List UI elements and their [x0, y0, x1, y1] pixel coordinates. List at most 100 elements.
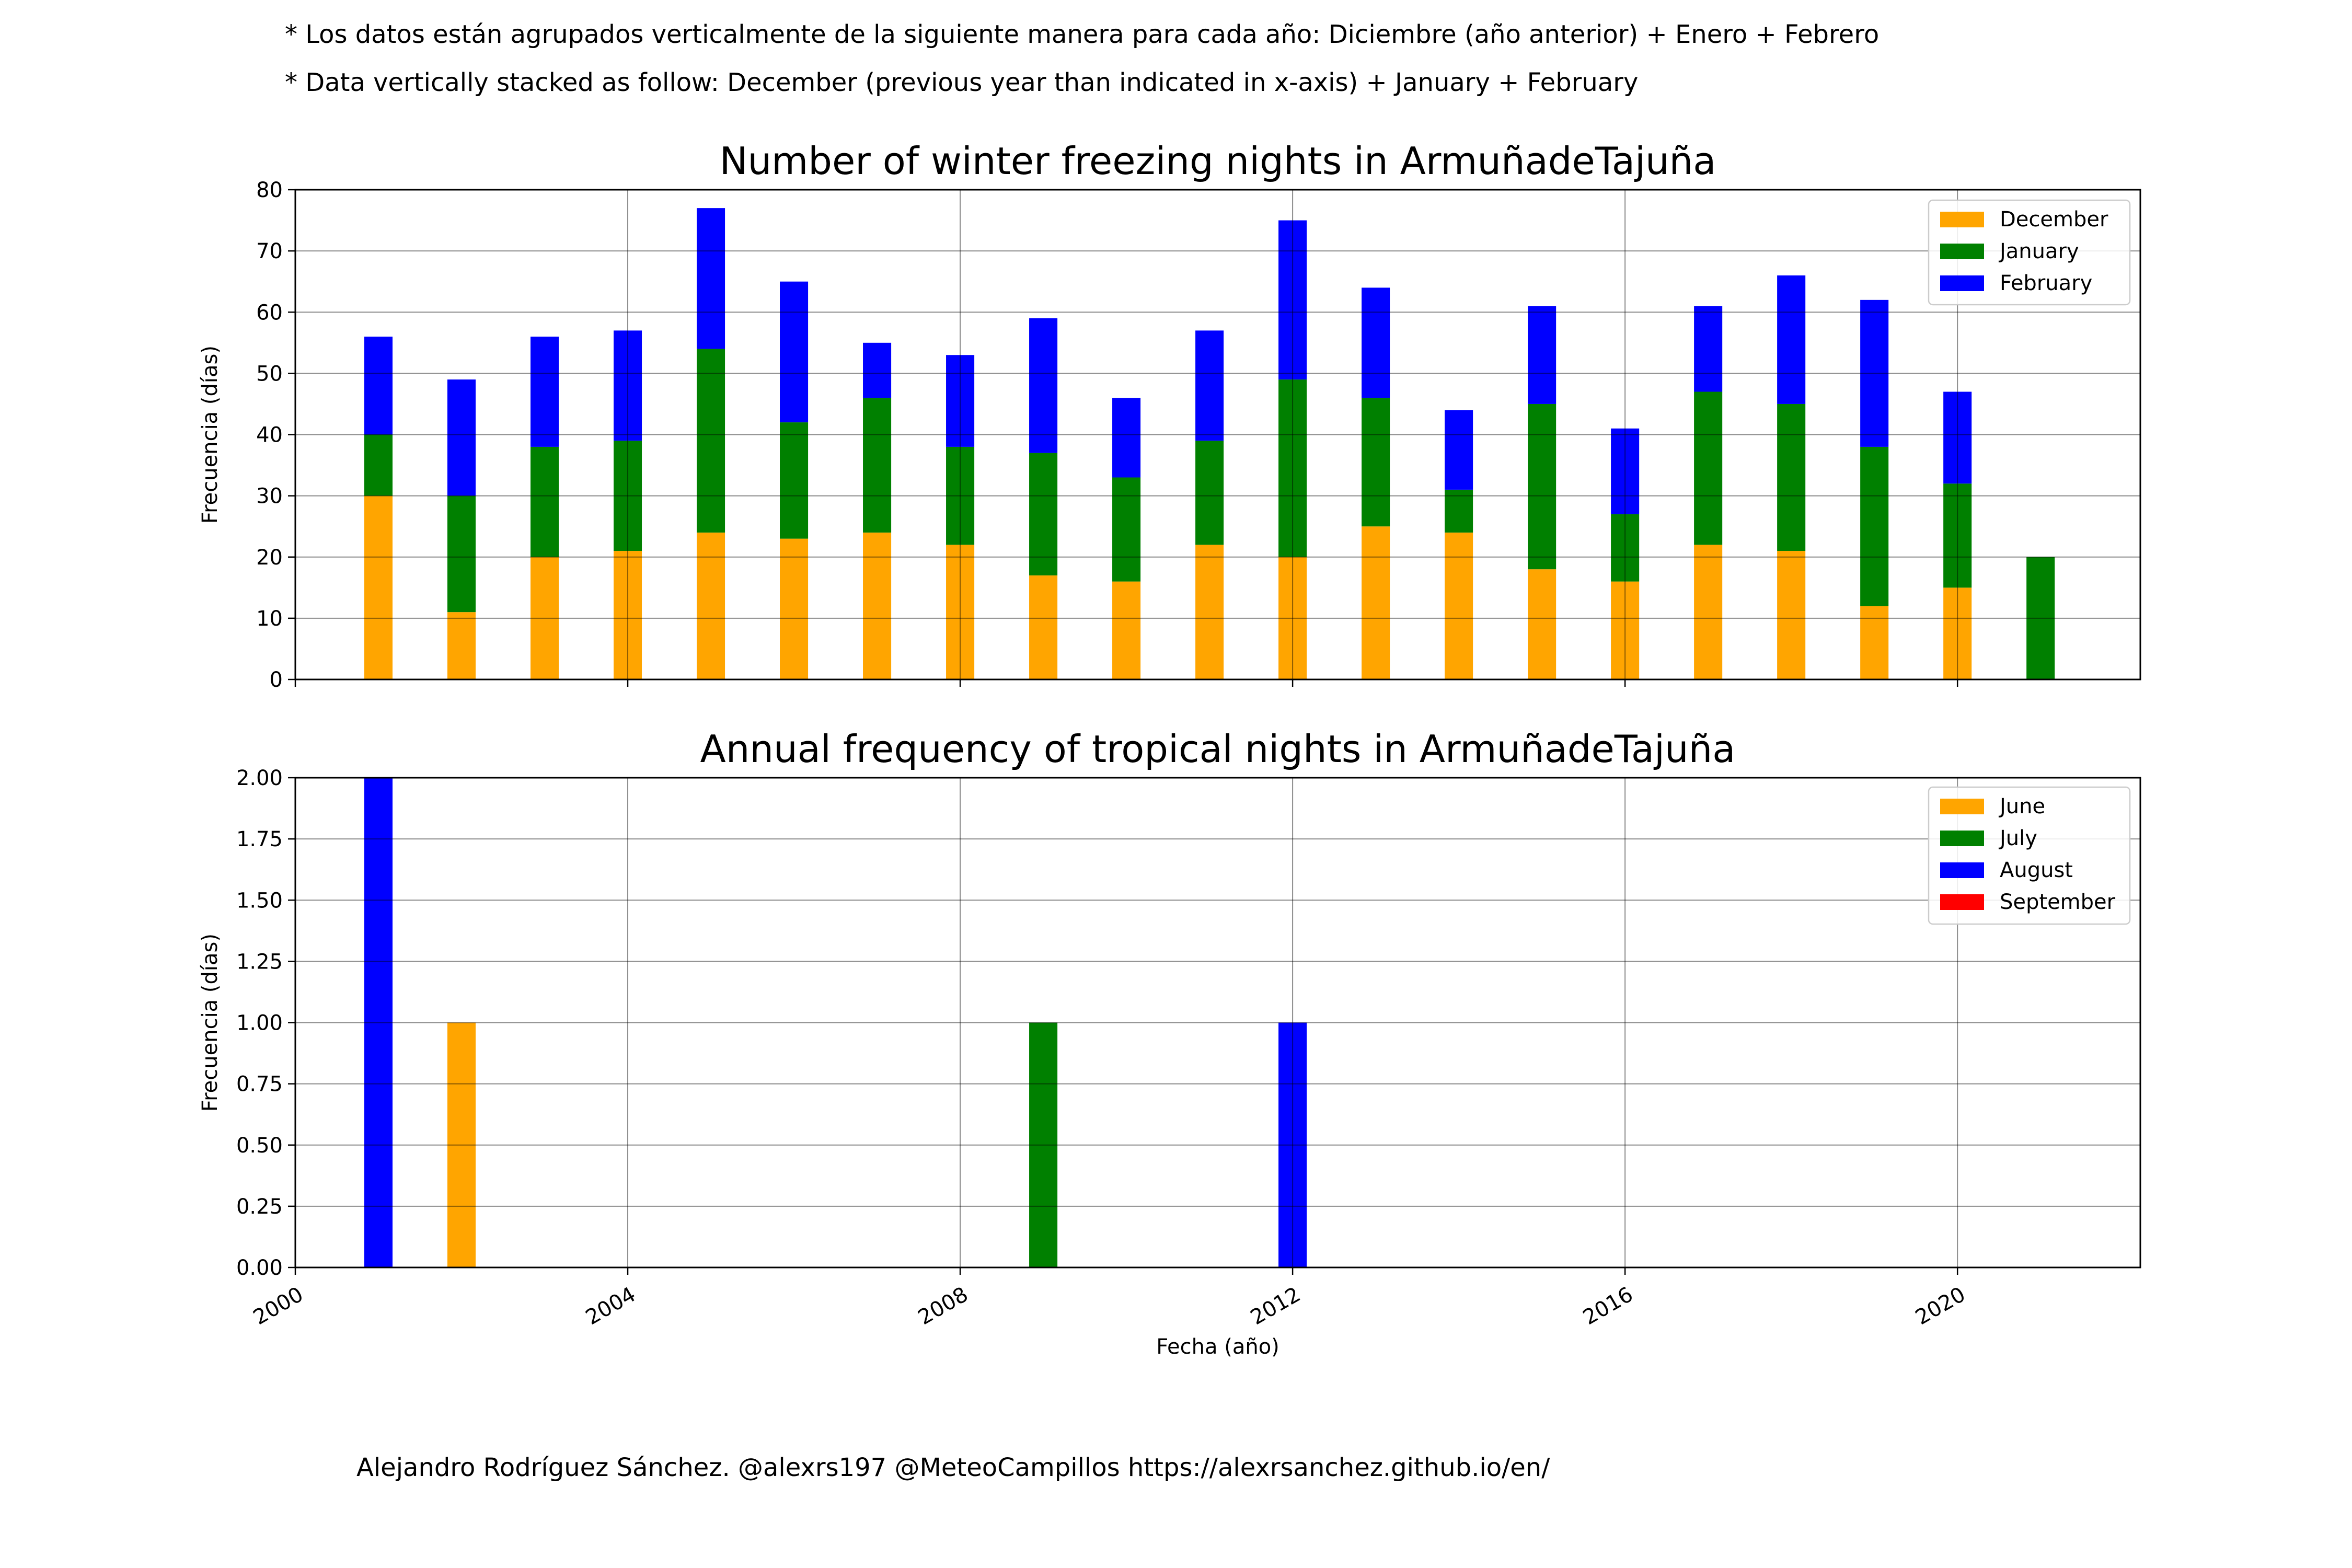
legend-label-july: July	[1998, 826, 2037, 850]
y-tick-label: 40	[256, 423, 283, 447]
y-tick-label: 2.00	[236, 766, 283, 790]
bar-december-2019	[1860, 606, 1889, 679]
y-tick-label: 1.25	[236, 950, 283, 974]
legend: June July August September	[1928, 786, 2131, 925]
bar-february-2014	[1445, 410, 1473, 490]
x-tick-label: 2008	[914, 1283, 972, 1330]
bar-february-2002	[447, 379, 476, 496]
y-tick-label: 0.00	[236, 1256, 283, 1280]
bar-february-2008	[946, 355, 975, 447]
bar-january-2015	[1528, 403, 1557, 570]
bar-february-2011	[1195, 330, 1224, 441]
bar-february-2004	[614, 330, 642, 441]
bar-january-2013	[1362, 398, 1390, 527]
y-tick-label: 0.50	[236, 1134, 283, 1158]
bar-january-2012	[1278, 379, 1307, 557]
y-tick-label: 1.50	[236, 889, 283, 913]
bar-december-2005	[697, 532, 725, 679]
legend-swatch-june	[1940, 799, 1984, 814]
bar-january-2004	[614, 441, 642, 551]
bar-december-2001	[364, 495, 393, 679]
y-axis-label: Frecuencia (días)	[198, 933, 222, 1112]
bar-december-2014	[1445, 532, 1473, 679]
x-tick-label: 2016	[1579, 1283, 1637, 1330]
bar-february-2017	[1694, 306, 1723, 392]
bar-december-2020	[1943, 587, 1972, 679]
bar-february-2013	[1362, 287, 1390, 398]
bar-february-2020	[1943, 391, 1972, 484]
bar-february-2016	[1611, 428, 1640, 514]
legend-swatch-february	[1940, 275, 1984, 291]
bar-january-2014	[1445, 489, 1473, 533]
legend-label-january: January	[1998, 239, 2079, 263]
y-tick-label: 1.75	[236, 827, 283, 851]
bar-december-2018	[1777, 551, 1806, 679]
legend-box	[1928, 786, 2131, 925]
bar-december-2004	[614, 551, 642, 679]
bar-december-2007	[863, 532, 892, 679]
bar-december-2006	[780, 538, 809, 679]
bar-december-2011	[1195, 545, 1224, 679]
bar-december-2016	[1611, 581, 1640, 679]
chart-title: Number of winter freezing nights in Armu…	[720, 139, 1716, 183]
x-axis-label: Fecha (año)	[1156, 1335, 1279, 1359]
y-tick-label: 0.75	[236, 1073, 283, 1097]
bar-february-2010	[1112, 398, 1141, 478]
bar-january-2020	[1943, 483, 1972, 588]
credit-line: Alejandro Rodríguez Sánchez. @alexrs197 …	[356, 1453, 1550, 1482]
bar-february-2009	[1029, 318, 1058, 453]
legend-swatch-january	[1940, 244, 1984, 259]
bar-february-2019	[1860, 299, 1889, 447]
x-tick-label: 2004	[582, 1283, 640, 1330]
bar-february-2005	[697, 208, 725, 349]
bar-december-2017	[1694, 545, 1723, 679]
note-spanish: * Los datos están agrupados verticalment…	[285, 20, 1880, 49]
legend-label-august: August	[2000, 858, 2073, 882]
bar-december-2009	[1029, 575, 1058, 679]
bar-august-2001	[364, 778, 393, 1267]
chart-title: Annual frequency of tropical nights in A…	[700, 727, 1736, 771]
legend-swatch-september	[1940, 894, 1984, 910]
y-tick-label: 10	[256, 607, 283, 631]
bar-january-2011	[1195, 441, 1224, 545]
x-tick-label: 2012	[1247, 1283, 1305, 1330]
legend-label-june: June	[1998, 794, 2045, 818]
chart-panel-1: 0 10 20 30 40 50 60 70 80 Number of winter freezi…	[198, 139, 2141, 692]
bar-january-2017	[1694, 391, 1723, 545]
bar-january-2008	[946, 446, 975, 545]
bar-january-2021	[2026, 557, 2055, 679]
x-tick-label: 2020	[1911, 1283, 1969, 1330]
chart-panel-2: 0.00 0.25 0.50 0.75 1.00 1.25 1.50 1.75 2.00 2000…	[198, 727, 2141, 1359]
bar-december-2003	[530, 557, 559, 679]
bar-february-2006	[780, 281, 809, 423]
bar-january-2005	[697, 349, 725, 533]
bar-january-2002	[447, 495, 476, 613]
bar-december-2002	[447, 612, 476, 679]
bar-december-2010	[1112, 581, 1141, 679]
note-english: * Data vertically stacked as follow: Dec…	[285, 68, 1639, 97]
bar-january-2018	[1777, 403, 1806, 551]
bar-december-2015	[1528, 569, 1557, 679]
bar-january-2006	[780, 422, 809, 539]
bar-july-2009	[1029, 1022, 1058, 1267]
legend-swatch-december	[1940, 212, 1984, 227]
bar-january-2019	[1860, 446, 1889, 606]
legend-label-september: September	[2000, 890, 2116, 914]
y-tick-label: 60	[256, 301, 283, 325]
bar-january-2010	[1112, 477, 1141, 582]
bar-february-2001	[364, 337, 393, 435]
legend-swatch-august	[1940, 862, 1984, 878]
legend: December January February	[1928, 199, 2131, 306]
bar-february-2007	[863, 342, 892, 398]
bar-august-2012	[1278, 1022, 1307, 1267]
y-tick-label: 0	[270, 668, 283, 692]
bar-december-2008	[946, 545, 975, 679]
y-axis-label: Frecuencia (días)	[198, 345, 222, 524]
y-tick-label: 70	[256, 239, 283, 263]
legend-label-december: December	[2000, 207, 2108, 232]
y-tick-label: 80	[256, 178, 283, 202]
bar-december-2013	[1362, 526, 1390, 679]
bar-june-2002	[447, 1022, 476, 1267]
bar-february-2015	[1528, 306, 1557, 404]
